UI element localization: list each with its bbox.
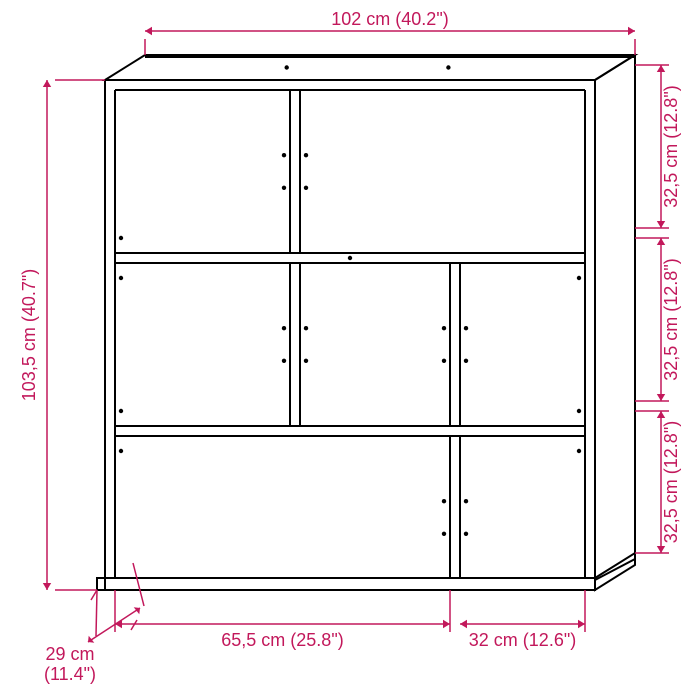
svg-text:103,5 cm (40.7"): 103,5 cm (40.7") <box>19 269 39 401</box>
svg-text:32 cm (12.6"): 32 cm (12.6") <box>469 630 576 650</box>
svg-text:102 cm (40.2"): 102 cm (40.2") <box>331 9 448 29</box>
svg-text:32,5 cm (12.8"): 32,5 cm (12.8") <box>661 85 681 207</box>
svg-text:65,5 cm (25.8"): 65,5 cm (25.8") <box>221 630 343 650</box>
svg-text:29 cm(11.4"): 29 cm(11.4") <box>44 644 96 684</box>
svg-text:32,5 cm (12.8"): 32,5 cm (12.8") <box>661 421 681 543</box>
svg-text:32,5 cm (12.8"): 32,5 cm (12.8") <box>661 258 681 380</box>
